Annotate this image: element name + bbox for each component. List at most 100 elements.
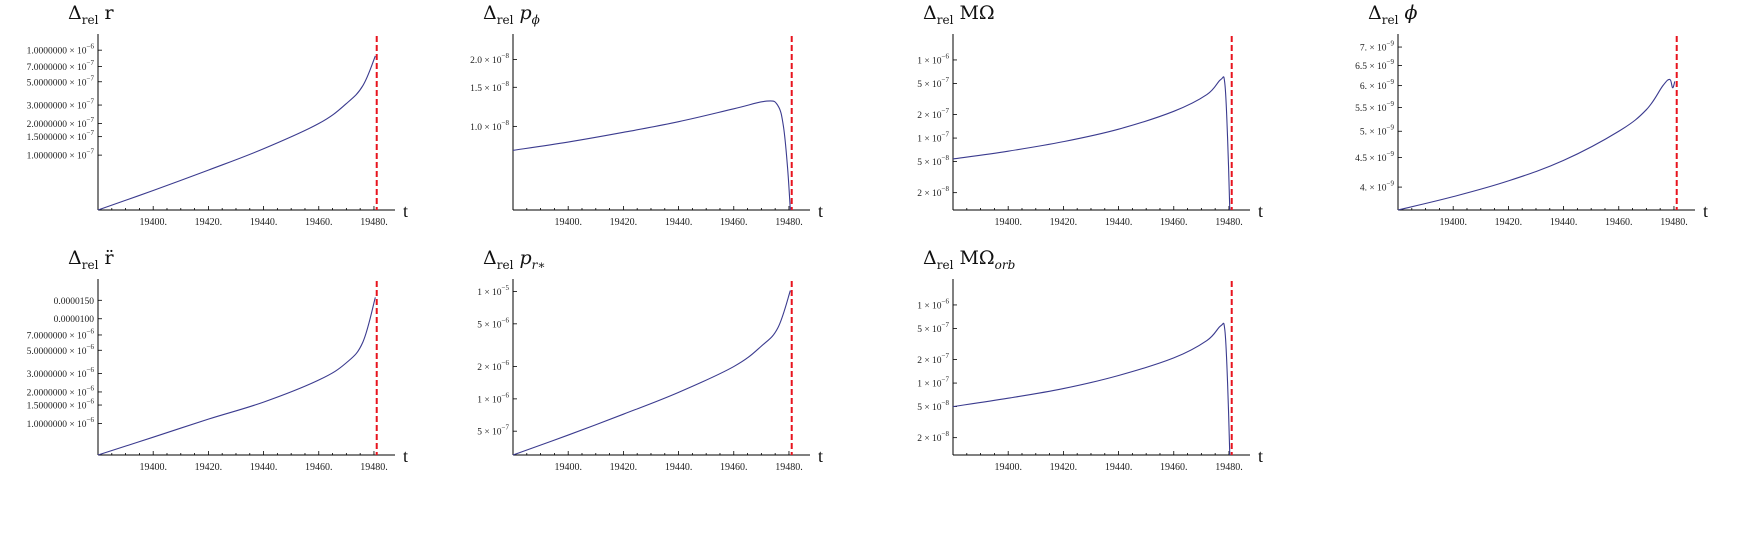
title-subscript: rel (81, 257, 99, 272)
y-tick-exponent: −6 (87, 343, 95, 351)
y-tick-label: 6.5 × 10−9 (1355, 58, 1394, 72)
title-subscript: rel (1381, 12, 1399, 27)
title-symbol: p (513, 2, 532, 24)
title-subscript: rel (496, 12, 514, 27)
title-symbol: ϕ (1398, 2, 1418, 24)
y-tick-label: 7.0000000 × 10−6 (27, 327, 95, 341)
y-tick-mantissa: 1 (477, 395, 482, 405)
chart-title: Δrel ϕ (1368, 2, 1417, 27)
y-tick-exponent: −9 (1387, 40, 1395, 48)
y-tick-label: 1 × 10−7 (917, 131, 949, 145)
y-tick-times: × 10 (482, 56, 502, 66)
chart-svg: 19400. 19420. 19440. 19460. 19480. t 0.0000150… (27, 279, 408, 473)
x-tick-label: 19400. (554, 217, 582, 228)
y-tick-times: × 10 (482, 288, 502, 298)
series-line (952, 76, 1231, 211)
x-tick-label: 19440. (665, 462, 693, 473)
x-tick-label: 19400. (994, 217, 1022, 228)
y-tick-times: × 10 (922, 56, 942, 66)
chart-panel-delta-rel-m-omega: Δrel MΩ 19400. 19420. 19440. 19460. 19480. t 1 … (855, 2, 1275, 260)
y-tick-mantissa: 2.0000000 (27, 120, 68, 130)
title-symbol: r (98, 2, 114, 24)
y-tick-label: 5 × 10−7 (917, 76, 949, 90)
x-tick-label: 19460. (305, 217, 333, 228)
x-tick-label: 19440. (1105, 462, 1133, 473)
series-line (952, 322, 1231, 456)
y-tick-mantissa: 2.0 (470, 56, 482, 66)
y-tick-label: 5. × 10−9 (1360, 124, 1395, 138)
y-tick-times: × 10 (482, 428, 502, 438)
y-tick-times: × 10 (482, 395, 502, 405)
y-tick-label: 1 × 10−5 (477, 284, 509, 298)
y-tick-label: 5 × 10−8 (917, 154, 949, 168)
x-tick-label: 19420. (610, 217, 638, 228)
y-tick-label: 1 × 10−7 (917, 376, 949, 390)
y-tick-label: 2 × 10−8 (917, 430, 949, 444)
y-tick-mantissa: 5 (917, 158, 922, 168)
x-tick-label: 19460. (1160, 462, 1188, 473)
y-tick-times: × 10 (67, 152, 87, 162)
y-tick-times: × 10 (1367, 128, 1387, 138)
y-tick-mantissa: 5 (477, 428, 482, 438)
x-tick-label: 19480. (1215, 462, 1243, 473)
y-tick-label: 3.0000000 × 10−7 (27, 98, 95, 112)
y-tick-mantissa: 5 (477, 320, 482, 330)
chart-title: Δrel pr∗ (483, 247, 546, 272)
chart-panel-delta-rel-r: Δrel r 19400. 19420. 19440. 19460. 19480. t 1.0… (0, 2, 420, 260)
y-tick-exponent: −6 (87, 398, 95, 406)
y-tick-mantissa: 1.0 (470, 123, 482, 133)
chart-panel-delta-rel-m-omega-orb: Δrel MΩorb 19400. 19420. 19440. 19460. 19480.… (855, 247, 1275, 505)
y-tick-mantissa: 2 (917, 189, 922, 199)
chart-panel-delta-rel-phi: Δrel ϕ 19400. 19420. 19440. 19460. 19480. t 7. … (1300, 2, 1720, 260)
y-tick-label: 0.0000150 (54, 297, 95, 307)
chart-title: Δrel r (68, 2, 114, 27)
y-tick-exponent: −7 (942, 376, 950, 384)
y-tick-mantissa: 5.0000000 (27, 347, 68, 357)
y-tick-exponent: −7 (502, 424, 510, 432)
y-tick-label: 1.5000000 × 10−6 (27, 398, 95, 412)
y-tick-times: × 10 (922, 111, 942, 121)
title-subscript: rel (936, 257, 954, 272)
y-tick-mantissa: 1.5000000 (27, 402, 68, 412)
y-tick-label: 1.0000000 × 10−6 (27, 416, 95, 430)
y-tick-exponent: −8 (942, 399, 950, 407)
y-tick-exponent: −7 (87, 129, 95, 137)
y-tick-times: × 10 (922, 80, 942, 90)
x-tick-label: 19460. (1605, 217, 1633, 228)
y-tick-exponent: −6 (87, 327, 95, 335)
y-tick-times: × 10 (922, 189, 942, 199)
y-tick-mantissa: 1.0000000 (27, 47, 68, 57)
y-tick-label: 4.5 × 10−9 (1355, 150, 1394, 164)
y-tick-exponent: −9 (1387, 124, 1395, 132)
title-symbol-subscript: ϕ (531, 12, 540, 27)
y-tick-times: × 10 (67, 402, 87, 412)
y-tick-mantissa: 6. (1360, 82, 1367, 92)
y-tick-label: 2 × 10−7 (917, 107, 949, 121)
title-symbol: MΩ (953, 247, 995, 269)
x-tick-label: 19480. (775, 462, 803, 473)
y-tick-mantissa: 7.0000000 (27, 63, 68, 73)
y-tick-exponent: −6 (942, 297, 950, 305)
y-tick-label: 1.0 × 10−8 (470, 119, 509, 133)
title-delta: Δ (483, 2, 497, 24)
y-tick-times: × 10 (67, 102, 87, 112)
y-tick-exponent: −9 (1387, 100, 1395, 108)
x-tick-label: 19400. (139, 217, 167, 228)
x-axis-label: t (818, 446, 823, 466)
title-delta: Δ (483, 247, 497, 269)
y-tick-label: 2 × 10−7 (917, 352, 949, 366)
y-tick-exponent: −7 (87, 116, 95, 124)
y-tick-exponent: −8 (502, 80, 510, 88)
y-tick-exponent: −9 (1387, 180, 1395, 188)
y-tick-exponent: −6 (502, 391, 510, 399)
y-tick-label: 5 × 10−8 (917, 399, 949, 413)
chart-svg: 19400. 19420. 19440. 19460. 19480. t 1.0000000… (27, 34, 408, 228)
chart-svg: 19400. 19420. 19440. 19460. 19480.t7. × 10−9… (1355, 34, 1708, 228)
y-tick-times: × 10 (482, 84, 502, 94)
x-axis-label: t (1703, 201, 1708, 221)
y-tick-mantissa: 5 (917, 80, 922, 90)
y-tick-times: × 10 (67, 47, 87, 57)
x-tick-label: 19440. (250, 217, 278, 228)
y-tick-mantissa: 2 (917, 111, 922, 121)
y-tick-label: 1 × 10−6 (917, 52, 949, 66)
